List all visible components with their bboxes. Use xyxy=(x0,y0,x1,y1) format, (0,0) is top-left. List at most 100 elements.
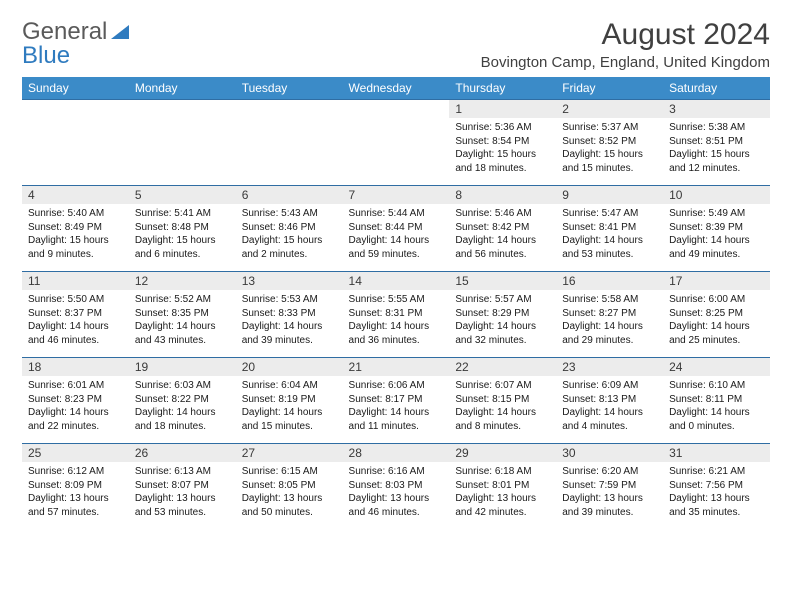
weekday-header: Wednesday xyxy=(343,77,450,100)
day-number: 11 xyxy=(22,272,129,290)
day-details: Sunrise: 6:21 AMSunset: 7:56 PMDaylight:… xyxy=(663,462,770,523)
calendar-cell: 8Sunrise: 5:46 AMSunset: 8:42 PMDaylight… xyxy=(449,186,556,272)
daylight-text: Daylight: 14 hours and 22 minutes. xyxy=(28,406,123,433)
daylight-text: Daylight: 13 hours and 50 minutes. xyxy=(242,492,337,519)
weekday-header: Friday xyxy=(556,77,663,100)
daylight-text: Daylight: 14 hours and 11 minutes. xyxy=(349,406,444,433)
day-details: Sunrise: 6:01 AMSunset: 8:23 PMDaylight:… xyxy=(22,376,129,437)
daylight-text: Daylight: 15 hours and 9 minutes. xyxy=(28,234,123,261)
day-details: Sunrise: 5:57 AMSunset: 8:29 PMDaylight:… xyxy=(449,290,556,351)
sunset-text: Sunset: 8:48 PM xyxy=(135,221,230,235)
day-number: 9 xyxy=(556,186,663,204)
calendar-table: Sunday Monday Tuesday Wednesday Thursday… xyxy=(22,77,770,530)
calendar-body: ........1Sunrise: 5:36 AMSunset: 8:54 PM… xyxy=(22,100,770,530)
calendar-cell: .. xyxy=(129,100,236,186)
sunset-text: Sunset: 7:59 PM xyxy=(562,479,657,493)
day-number: 24 xyxy=(663,358,770,376)
calendar-row: ........1Sunrise: 5:36 AMSunset: 8:54 PM… xyxy=(22,100,770,186)
sunset-text: Sunset: 8:39 PM xyxy=(669,221,764,235)
daylight-text: Daylight: 15 hours and 6 minutes. xyxy=(135,234,230,261)
sunset-text: Sunset: 8:03 PM xyxy=(349,479,444,493)
day-details: Sunrise: 5:36 AMSunset: 8:54 PMDaylight:… xyxy=(449,118,556,179)
day-number: 13 xyxy=(236,272,343,290)
daylight-text: Daylight: 14 hours and 29 minutes. xyxy=(562,320,657,347)
day-details: Sunrise: 5:41 AMSunset: 8:48 PMDaylight:… xyxy=(129,204,236,265)
sunset-text: Sunset: 8:11 PM xyxy=(669,393,764,407)
sunrise-text: Sunrise: 5:57 AM xyxy=(455,293,550,307)
calendar-cell: 16Sunrise: 5:58 AMSunset: 8:27 PMDayligh… xyxy=(556,272,663,358)
calendar-cell: 21Sunrise: 6:06 AMSunset: 8:17 PMDayligh… xyxy=(343,358,450,444)
day-number: 23 xyxy=(556,358,663,376)
sunrise-text: Sunrise: 5:38 AM xyxy=(669,121,764,135)
weekday-header: Saturday xyxy=(663,77,770,100)
day-details: Sunrise: 5:52 AMSunset: 8:35 PMDaylight:… xyxy=(129,290,236,351)
calendar-row: 4Sunrise: 5:40 AMSunset: 8:49 PMDaylight… xyxy=(22,186,770,272)
day-details: Sunrise: 5:55 AMSunset: 8:31 PMDaylight:… xyxy=(343,290,450,351)
calendar-cell: 24Sunrise: 6:10 AMSunset: 8:11 PMDayligh… xyxy=(663,358,770,444)
day-number: 18 xyxy=(22,358,129,376)
weekday-header: Sunday xyxy=(22,77,129,100)
sunset-text: Sunset: 8:13 PM xyxy=(562,393,657,407)
day-details: Sunrise: 6:09 AMSunset: 8:13 PMDaylight:… xyxy=(556,376,663,437)
daylight-text: Daylight: 14 hours and 0 minutes. xyxy=(669,406,764,433)
sunrise-text: Sunrise: 5:47 AM xyxy=(562,207,657,221)
day-details: Sunrise: 5:47 AMSunset: 8:41 PMDaylight:… xyxy=(556,204,663,265)
page-header: General August 2024 Bovington Camp, Engl… xyxy=(22,18,770,71)
calendar-cell: 15Sunrise: 5:57 AMSunset: 8:29 PMDayligh… xyxy=(449,272,556,358)
sunset-text: Sunset: 8:54 PM xyxy=(455,135,550,149)
location-text: Bovington Camp, England, United Kingdom xyxy=(481,54,770,71)
sunrise-text: Sunrise: 5:55 AM xyxy=(349,293,444,307)
calendar-cell: 18Sunrise: 6:01 AMSunset: 8:23 PMDayligh… xyxy=(22,358,129,444)
day-number: 27 xyxy=(236,444,343,462)
day-number: 12 xyxy=(129,272,236,290)
daylight-text: Daylight: 13 hours and 42 minutes. xyxy=(455,492,550,519)
sunset-text: Sunset: 8:33 PM xyxy=(242,307,337,321)
sunrise-text: Sunrise: 6:18 AM xyxy=(455,465,550,479)
calendar-cell: 20Sunrise: 6:04 AMSunset: 8:19 PMDayligh… xyxy=(236,358,343,444)
daylight-text: Daylight: 14 hours and 4 minutes. xyxy=(562,406,657,433)
daylight-text: Daylight: 14 hours and 56 minutes. xyxy=(455,234,550,261)
sunset-text: Sunset: 8:35 PM xyxy=(135,307,230,321)
sunset-text: Sunset: 8:52 PM xyxy=(562,135,657,149)
daylight-text: Daylight: 14 hours and 39 minutes. xyxy=(242,320,337,347)
sunrise-text: Sunrise: 6:09 AM xyxy=(562,379,657,393)
sunset-text: Sunset: 8:05 PM xyxy=(242,479,337,493)
sunrise-text: Sunrise: 6:07 AM xyxy=(455,379,550,393)
day-details: Sunrise: 5:58 AMSunset: 8:27 PMDaylight:… xyxy=(556,290,663,351)
day-details: Sunrise: 6:15 AMSunset: 8:05 PMDaylight:… xyxy=(236,462,343,523)
calendar-cell: 19Sunrise: 6:03 AMSunset: 8:22 PMDayligh… xyxy=(129,358,236,444)
sunset-text: Sunset: 8:27 PM xyxy=(562,307,657,321)
sunrise-text: Sunrise: 6:15 AM xyxy=(242,465,337,479)
calendar-cell: 27Sunrise: 6:15 AMSunset: 8:05 PMDayligh… xyxy=(236,444,343,530)
calendar-cell: 23Sunrise: 6:09 AMSunset: 8:13 PMDayligh… xyxy=(556,358,663,444)
day-details: Sunrise: 6:04 AMSunset: 8:19 PMDaylight:… xyxy=(236,376,343,437)
sunset-text: Sunset: 8:41 PM xyxy=(562,221,657,235)
day-details: Sunrise: 5:40 AMSunset: 8:49 PMDaylight:… xyxy=(22,204,129,265)
sunset-text: Sunset: 8:25 PM xyxy=(669,307,764,321)
day-details: Sunrise: 6:13 AMSunset: 8:07 PMDaylight:… xyxy=(129,462,236,523)
daylight-text: Daylight: 13 hours and 39 minutes. xyxy=(562,492,657,519)
daylight-text: Daylight: 14 hours and 59 minutes. xyxy=(349,234,444,261)
sunrise-text: Sunrise: 5:49 AM xyxy=(669,207,764,221)
day-details: Sunrise: 6:18 AMSunset: 8:01 PMDaylight:… xyxy=(449,462,556,523)
daylight-text: Daylight: 14 hours and 18 minutes. xyxy=(135,406,230,433)
sunset-text: Sunset: 8:49 PM xyxy=(28,221,123,235)
day-details: Sunrise: 6:07 AMSunset: 8:15 PMDaylight:… xyxy=(449,376,556,437)
sunrise-text: Sunrise: 5:53 AM xyxy=(242,293,337,307)
daylight-text: Daylight: 14 hours and 49 minutes. xyxy=(669,234,764,261)
day-number: 4 xyxy=(22,186,129,204)
sunrise-text: Sunrise: 6:04 AM xyxy=(242,379,337,393)
calendar-cell: .. xyxy=(22,100,129,186)
sunset-text: Sunset: 7:56 PM xyxy=(669,479,764,493)
sunrise-text: Sunrise: 5:50 AM xyxy=(28,293,123,307)
sunset-text: Sunset: 8:51 PM xyxy=(669,135,764,149)
day-number: 10 xyxy=(663,186,770,204)
day-number: 19 xyxy=(129,358,236,376)
sunset-text: Sunset: 8:19 PM xyxy=(242,393,337,407)
sunrise-text: Sunrise: 5:58 AM xyxy=(562,293,657,307)
day-number: 3 xyxy=(663,100,770,118)
sunrise-text: Sunrise: 6:00 AM xyxy=(669,293,764,307)
calendar-cell: 7Sunrise: 5:44 AMSunset: 8:44 PMDaylight… xyxy=(343,186,450,272)
day-number: 7 xyxy=(343,186,450,204)
logo-sail-icon xyxy=(109,23,131,41)
